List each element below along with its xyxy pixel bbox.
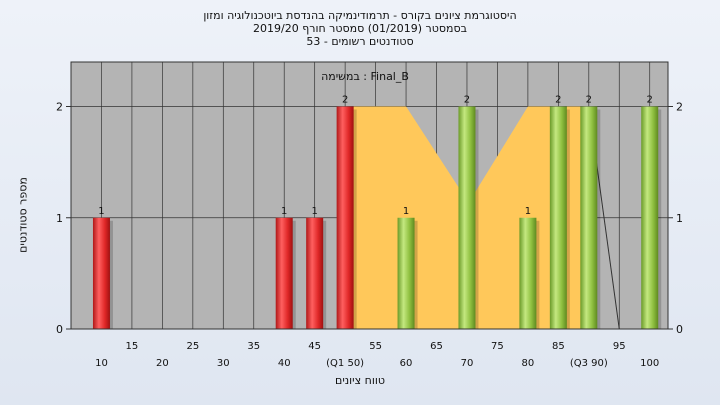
x-tick-label-top: 35 — [247, 341, 260, 352]
bar — [519, 217, 537, 329]
x-tick-label-bottom: (Q3 90) — [570, 358, 608, 369]
bar-value-label: 2 — [647, 95, 653, 106]
x-tick-label-top: 25 — [186, 341, 199, 352]
x-tick-label-bottom: (Q1 50) — [326, 358, 364, 369]
bar — [306, 217, 324, 329]
chart-title: היסטוגרמת ציונים בקורס - תרמודינמיקה בהנ… — [0, 9, 720, 48]
y-tick-label-left: 2 — [56, 101, 63, 114]
bar — [336, 106, 354, 329]
x-tick-label-bottom: 70 — [461, 358, 474, 369]
bar-value-label: 1 — [525, 206, 531, 217]
x-tick-label-bottom: 100 — [640, 358, 659, 369]
bar-value-label: 1 — [311, 206, 317, 217]
plot-border — [70, 61, 669, 330]
x-tick-label-bottom: 20 — [156, 358, 169, 369]
bar — [580, 106, 598, 329]
y-tick-label-right: 2 — [676, 101, 683, 114]
x-tick-label-bottom: 60 — [400, 358, 413, 369]
title-line-2: בסמסטר (01/2019) סמסטר חורף 2019/20 — [253, 22, 467, 35]
y-tick-label-left: 1 — [56, 212, 63, 225]
x-tick-label-top: 15 — [126, 341, 139, 352]
bar-value-label: 1 — [403, 206, 409, 217]
bar-value-label: 2 — [586, 95, 592, 106]
x-tick-label-top: 55 — [369, 341, 382, 352]
bar — [275, 217, 293, 329]
chart-subtitle: במשימה : Final_B — [321, 70, 409, 83]
y-tick-label-right: 1 — [676, 212, 683, 225]
title-line-3: סטודנטים רשומים - 53 — [306, 35, 414, 48]
bar-value-label: 1 — [98, 206, 104, 217]
x-tick-label-bottom: 80 — [522, 358, 535, 369]
bar-value-label: 2 — [555, 95, 561, 106]
bar — [397, 217, 415, 329]
x-tick-label-bottom: 40 — [278, 358, 291, 369]
x-tick-label-top: 85 — [552, 341, 565, 352]
title-line-1: היסטוגרמת ציונים בקורס - תרמודינמיקה בהנ… — [203, 9, 517, 22]
bar — [92, 217, 110, 329]
x-axis-label: טווח ציונים — [335, 374, 385, 387]
bar-value-label: 2 — [342, 95, 348, 106]
y-tick-label-left: 0 — [56, 323, 63, 336]
x-tick-label-top: 75 — [491, 341, 504, 352]
x-tick-label-bottom: 30 — [217, 358, 230, 369]
x-tick-label-top: 65 — [430, 341, 443, 352]
x-tick-label-bottom: 10 — [95, 358, 108, 369]
bar — [458, 106, 476, 329]
y-tick-label-right: 0 — [676, 323, 683, 336]
x-tick-label-top: 95 — [613, 341, 626, 352]
bar — [641, 106, 659, 329]
bar-value-label: 1 — [281, 206, 287, 217]
bar-value-label: 2 — [464, 95, 470, 106]
bar — [549, 106, 567, 329]
x-tick-label-top: 45 — [308, 341, 321, 352]
